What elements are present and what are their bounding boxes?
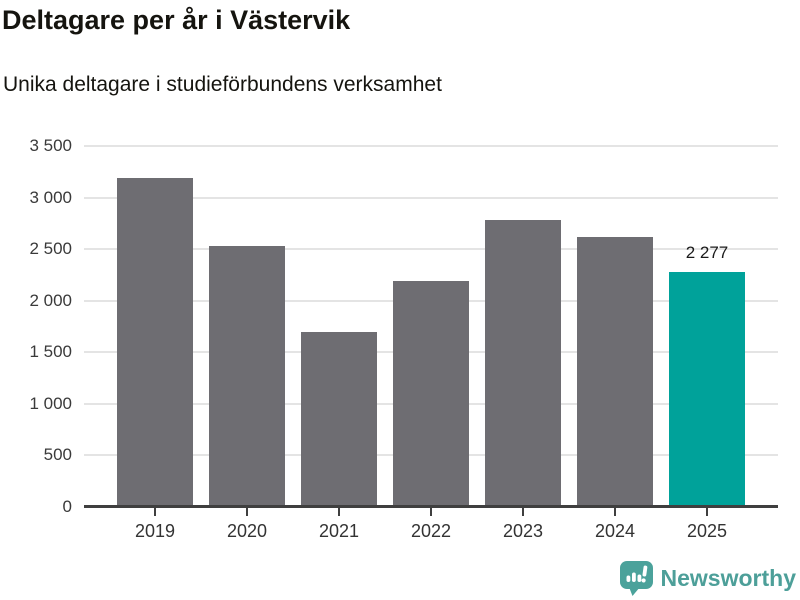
bar-2022: [393, 281, 469, 507]
bar-2023: [485, 220, 561, 507]
chart-subtitle: Unika deltagare i studieförbundens verks…: [3, 73, 442, 96]
x-axis-tick-2021: [338, 508, 340, 516]
gridline-3500: [84, 145, 778, 147]
x-axis-tick-2024: [614, 508, 616, 516]
y-axis-label-2500: 2 500: [29, 239, 72, 259]
bar-2025: [669, 272, 745, 507]
y-axis-label-1500: 1 500: [29, 342, 72, 362]
gridline-3000: [84, 196, 778, 199]
bar-2019: [117, 177, 193, 507]
x-axis-label-2021: 2021: [318, 521, 360, 541]
newsworthy-logo-icon: [619, 560, 654, 596]
y-axis-label-3000: 3 000: [29, 187, 72, 207]
x-axis-label-2020: 2020: [226, 521, 268, 541]
bar-2021: [301, 331, 377, 507]
bar-2020: [209, 246, 285, 507]
gridline-2500: [84, 248, 778, 251]
chart-title: Deltagare per år i Västervik: [2, 5, 351, 35]
y-axis-label-0: 0: [62, 497, 72, 516]
x-axis-tick-2019: [154, 508, 156, 516]
x-axis-line: [84, 505, 778, 508]
x-axis-tick-2023: [522, 508, 524, 516]
bar-2024: [577, 236, 653, 507]
highlighted-value-label: 2 277: [685, 243, 729, 263]
y-axis-label-3500: 3 500: [29, 136, 72, 155]
x-axis-label-2022: 2022: [410, 521, 452, 541]
y-axis-label-500: 500: [43, 445, 72, 465]
x-axis-tick-2022: [430, 508, 432, 516]
x-axis-label-2019: 2019: [134, 521, 176, 541]
x-axis-tick-2020: [246, 508, 248, 516]
newsworthy-wordmark: Newsworthy: [660, 565, 796, 591]
newsworthy-branding-link[interactable]: Newsworthy: [619, 560, 796, 596]
bar-chart-plot-area: [84, 145, 778, 507]
x-axis-label-2023: 2023: [502, 521, 544, 541]
x-axis-label-2025: 2025: [686, 521, 728, 541]
x-axis-label-2024: 2024: [594, 521, 636, 541]
x-axis-tick-2025: [706, 508, 708, 516]
y-axis-label-2000: 2 000: [29, 290, 72, 310]
y-axis-label-1000: 1 000: [29, 393, 72, 413]
